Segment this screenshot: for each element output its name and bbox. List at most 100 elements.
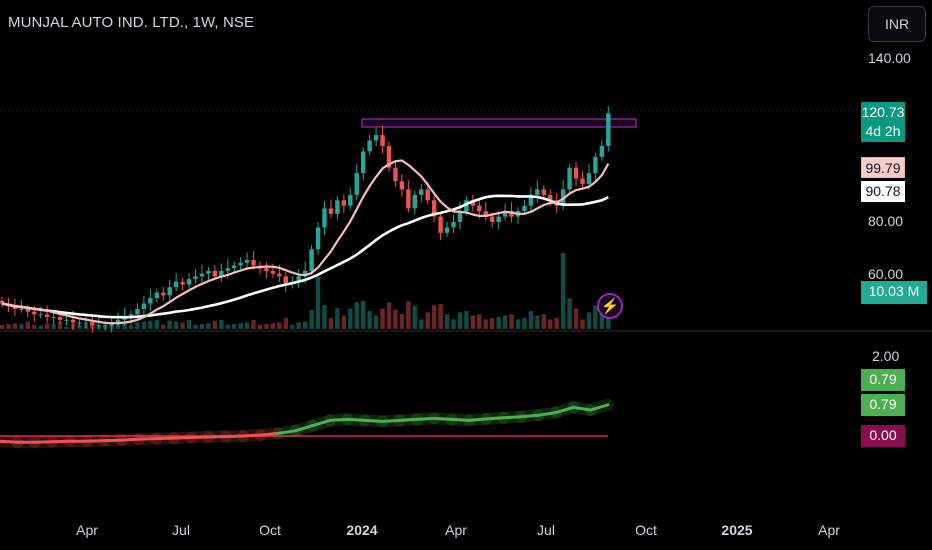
price-axis-label-60: 60.00 [868, 266, 904, 282]
volume-bar [57, 321, 63, 329]
indicator-line [172, 436, 193, 440]
candle-body [567, 167, 572, 190]
volume-bar [193, 324, 198, 329]
volume-bar [44, 323, 50, 329]
candle-body [19, 308, 24, 310]
candle-body [173, 281, 179, 288]
indicator-line [328, 417, 349, 422]
candle-body [264, 268, 269, 271]
volume-bar [180, 322, 185, 329]
candle-body [406, 189, 411, 209]
candle-body [154, 292, 159, 299]
volume-bar [567, 298, 572, 329]
volume-bar [451, 319, 456, 329]
candle-body [490, 216, 495, 222]
volume-bar [290, 324, 295, 329]
price-axis-label-140: 140.00 [868, 50, 911, 66]
candle-body [496, 216, 501, 222]
candle-body [528, 194, 534, 206]
candle-body [57, 317, 63, 320]
volume-bar [535, 315, 540, 329]
ma-slow-badge: 90.78 [861, 181, 905, 202]
candle-body [302, 270, 308, 277]
time-label-apr-2024: Apr [445, 522, 467, 538]
volume-bar [232, 324, 237, 329]
candle-body [38, 314, 43, 316]
candle-body [25, 308, 30, 312]
indicator-line [589, 403, 610, 412]
candle-body [232, 265, 237, 269]
volume-bar [51, 324, 56, 329]
candle-body [225, 268, 230, 271]
indicator-line [0, 439, 19, 444]
volume-bar [199, 324, 205, 329]
price-axis-label-80: 80.00 [868, 213, 904, 229]
candle-body [328, 208, 334, 214]
candle-body [373, 135, 379, 141]
volume-bar [470, 315, 476, 329]
candle-body [180, 281, 185, 285]
candle-body [451, 222, 456, 228]
volume-bar [19, 324, 24, 329]
volume-bar [270, 323, 276, 329]
indicator-line [398, 417, 419, 422]
currency-button[interactable]: INR [868, 6, 926, 42]
time-label-jul-2023: Jul [172, 522, 190, 538]
volume-bar [361, 300, 366, 329]
volume-bar [6, 324, 11, 329]
candle-body [386, 145, 392, 168]
indicator-line [363, 418, 384, 423]
candle-body [483, 211, 488, 217]
indicator-axis-label-2: 2.00 [872, 348, 900, 364]
lightning-bolt-icon[interactable]: ⚡ [597, 293, 623, 319]
candle-body [444, 227, 450, 233]
volume-bar [264, 324, 269, 329]
indicator-line [380, 418, 402, 423]
candle-body [586, 173, 592, 184]
indicator-line [154, 436, 176, 441]
volume-bar [328, 318, 334, 329]
volume-bar [148, 320, 153, 329]
candle-body [477, 205, 482, 212]
candle-body [115, 319, 121, 323]
candle-body [509, 211, 514, 217]
candle-body [244, 260, 250, 263]
candle-body [128, 314, 134, 318]
candle-body [51, 317, 56, 319]
volume-bar [496, 316, 501, 329]
volume-bar [103, 325, 108, 329]
volume-bar [580, 319, 585, 329]
candle-body [309, 249, 314, 271]
candle-body [548, 194, 553, 201]
last-price-badge: 120.73 4d 2h [861, 102, 905, 142]
indicator-line [293, 424, 315, 433]
volume-bar [464, 311, 469, 329]
candle-body [141, 303, 147, 309]
volume-bar [419, 319, 424, 329]
volume-bar [309, 310, 314, 329]
volume-bar [141, 321, 147, 329]
candle-body [419, 189, 424, 195]
candle-body [64, 319, 69, 321]
volume-bar [109, 323, 114, 329]
indicator-line [432, 416, 454, 421]
indicator-line [137, 437, 158, 441]
volume-bar [406, 301, 411, 329]
indicator-line [259, 431, 280, 437]
volume-bar [257, 324, 263, 329]
candle-body [315, 227, 321, 250]
candle-body [270, 270, 276, 274]
indicator-line [537, 411, 558, 417]
candle-body [148, 298, 153, 304]
time-label-2024: 2024 [346, 522, 378, 538]
volume-bar [522, 318, 527, 329]
volume-bar [373, 315, 379, 329]
indicator-line [467, 417, 488, 422]
indicator-line [519, 413, 541, 419]
volume-bar [186, 319, 192, 329]
volume-bar [206, 323, 211, 329]
candle-body [238, 262, 243, 266]
indicator-line [450, 417, 471, 422]
indicator-line [415, 416, 436, 421]
